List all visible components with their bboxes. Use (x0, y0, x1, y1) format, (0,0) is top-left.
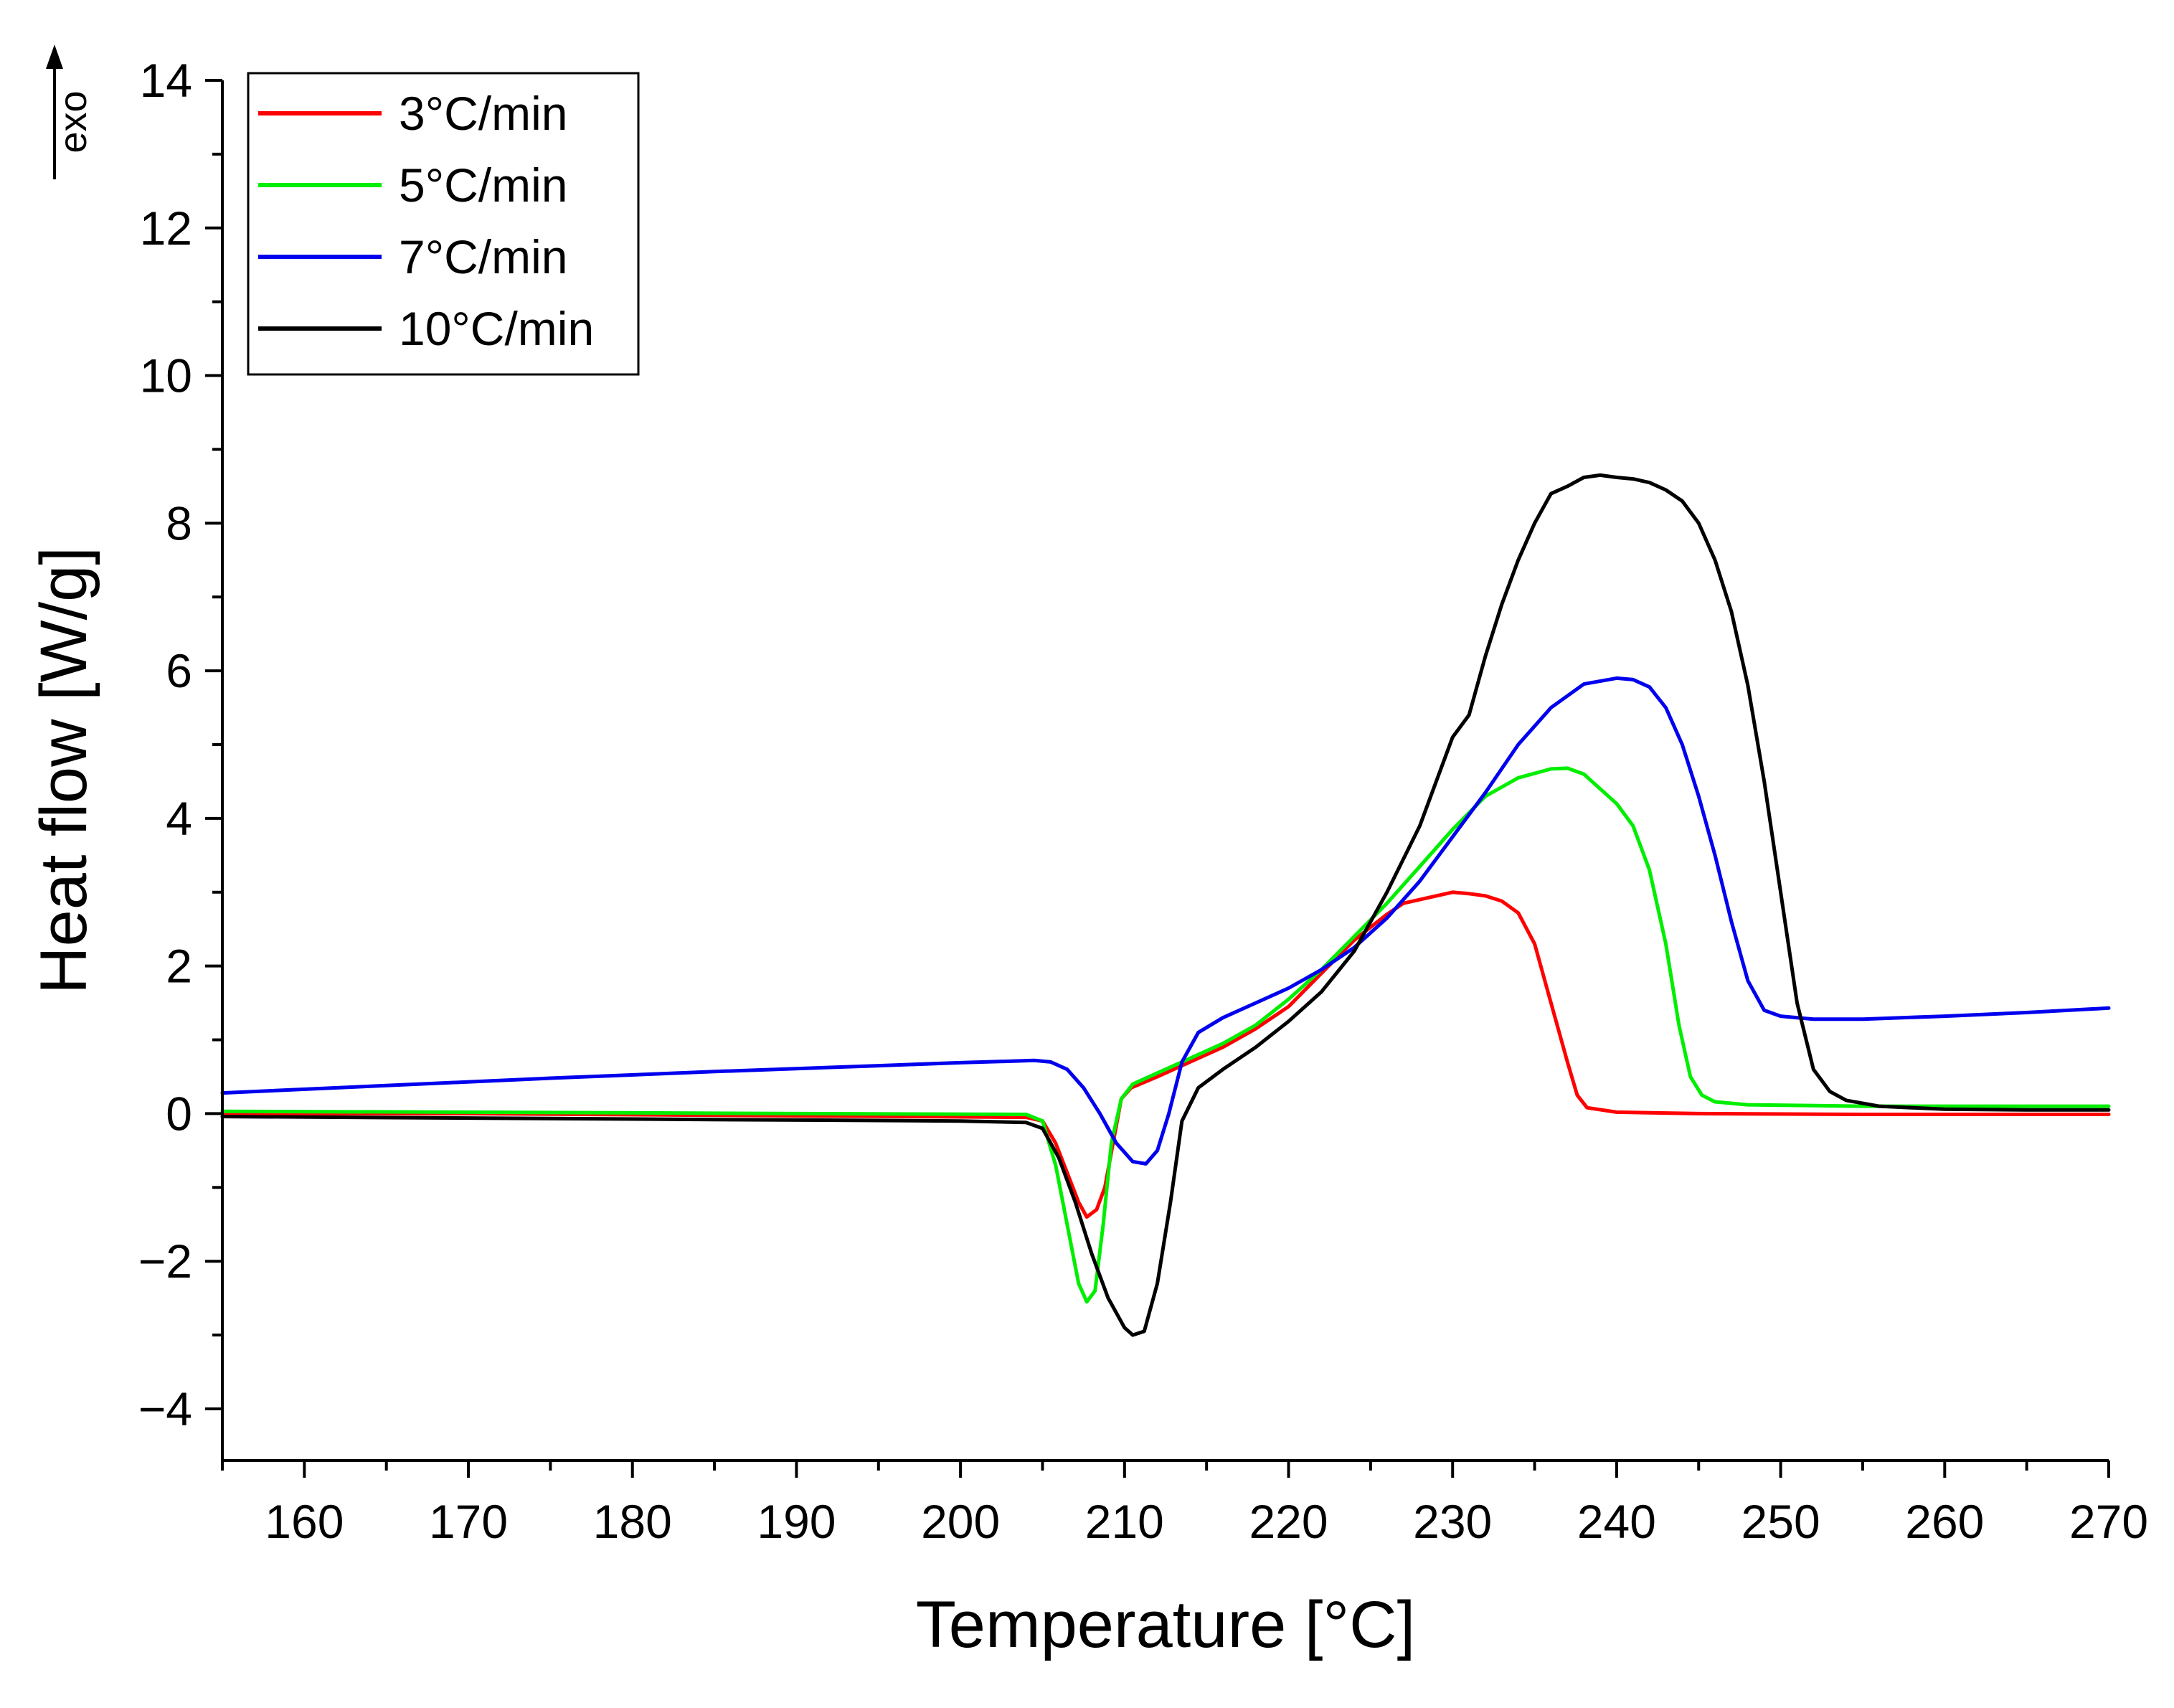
series-line-3 (220, 473, 2111, 1337)
y-tick-label: 2 (166, 940, 192, 993)
x-tick-label: 230 (1413, 1495, 1492, 1548)
axes-layer: 160 170 180 190 200 210 220 230 240 250 260 270−4−2… (138, 54, 2148, 1548)
x-tick-label: 220 (1249, 1495, 1328, 1548)
x-tick-label: 260 (1905, 1495, 1984, 1548)
x-axis-title: Temperature [°C] (916, 1588, 1415, 1661)
x-tick-label: 170 (429, 1495, 508, 1548)
exo-indicator: exo (46, 44, 95, 179)
x-tick-label: 240 (1577, 1495, 1656, 1548)
y-tick-label: 6 (166, 644, 192, 697)
x-tick-label: 270 (2069, 1495, 2148, 1548)
y-tick-label: 4 (166, 792, 192, 845)
x-tick-label: 160 (265, 1495, 344, 1548)
series-line-1 (220, 766, 2111, 1304)
series-line-0 (220, 890, 2111, 1219)
exo-arrow-head-icon (46, 44, 63, 69)
legend-label: 3°C/min (399, 87, 567, 140)
legend: 3°C/min 5°C/min 7°C/min 10°C/min (247, 72, 640, 376)
x-tick-label: 180 (593, 1495, 672, 1548)
legend-label: 10°C/min (399, 302, 594, 355)
x-tick-label: 190 (757, 1495, 836, 1548)
x-tick-label: 200 (921, 1495, 1000, 1548)
y-tick-label: 0 (166, 1087, 192, 1140)
y-tick-label: −4 (138, 1382, 192, 1435)
x-tick-label: 250 (1741, 1495, 1820, 1548)
legend-label: 5°C/min (399, 159, 567, 212)
y-tick-label: 12 (140, 202, 192, 255)
legend-box (247, 72, 640, 376)
y-tick-label: 14 (140, 54, 192, 107)
y-tick-label: 8 (166, 496, 192, 549)
x-tick-label: 210 (1085, 1495, 1164, 1548)
exo-label: exo (52, 90, 95, 153)
y-tick-label: 10 (140, 349, 192, 402)
y-axis-title: Heat flow [W/g] (27, 547, 100, 994)
y-tick-label: −2 (138, 1235, 192, 1288)
series-layer (220, 473, 2111, 1337)
legend-label: 7°C/min (399, 230, 567, 283)
series-line-2 (220, 676, 2111, 1166)
